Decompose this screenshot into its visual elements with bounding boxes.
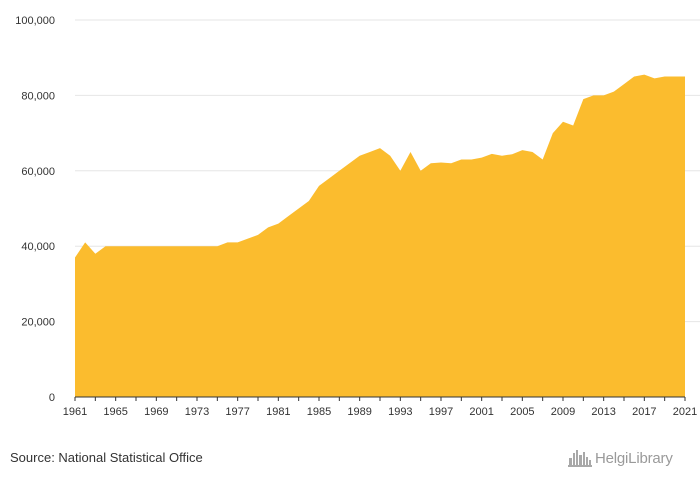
- y-tick-label: 40,000: [21, 241, 55, 253]
- x-tick-label: 1977: [225, 406, 249, 418]
- area-series: [75, 74, 685, 397]
- y-tick-label: 60,000: [21, 166, 55, 178]
- y-axis-tick-labels: 0 20,000 40,000 60,000 80,000 100,000: [15, 15, 55, 404]
- x-tick-label: 2005: [510, 406, 534, 418]
- x-tick-label: 1973: [185, 406, 209, 418]
- city-skyline-icon: [568, 450, 592, 467]
- x-axis-tick-labels: 1961 1965 1969 1973 1977 1981 1985 1989 1993 1997…: [63, 406, 697, 418]
- x-tick-label: 1985: [307, 406, 331, 418]
- x-tick-label: 1981: [266, 406, 290, 418]
- x-axis: [74, 396, 686, 401]
- brand-name: HelgiLibrary: [595, 449, 673, 467]
- x-tick-label: 1965: [103, 406, 127, 418]
- y-tick-label: 0: [49, 392, 55, 404]
- x-tick-label: 1997: [429, 406, 453, 418]
- x-tick-label: 1961: [63, 406, 87, 418]
- y-tick-label: 20,000: [21, 317, 55, 329]
- y-tick-label: 100,000: [15, 15, 55, 27]
- brand-logo[interactable]: HelgiLibrary: [568, 449, 673, 467]
- area-fill: [75, 74, 685, 397]
- x-tick-label: 1969: [144, 406, 168, 418]
- source-note: Source: National Statistical Office: [10, 450, 203, 465]
- y-tick-label: 80,000: [21, 90, 55, 102]
- x-tick-label: 2001: [469, 406, 493, 418]
- x-tick-label: 2013: [591, 406, 615, 418]
- x-tick-label: 1993: [388, 406, 412, 418]
- x-tick-label: 2021: [673, 406, 697, 418]
- x-tick-label: 2009: [551, 406, 575, 418]
- x-tick-label: 2017: [632, 406, 656, 418]
- x-tick-label: 1989: [347, 406, 371, 418]
